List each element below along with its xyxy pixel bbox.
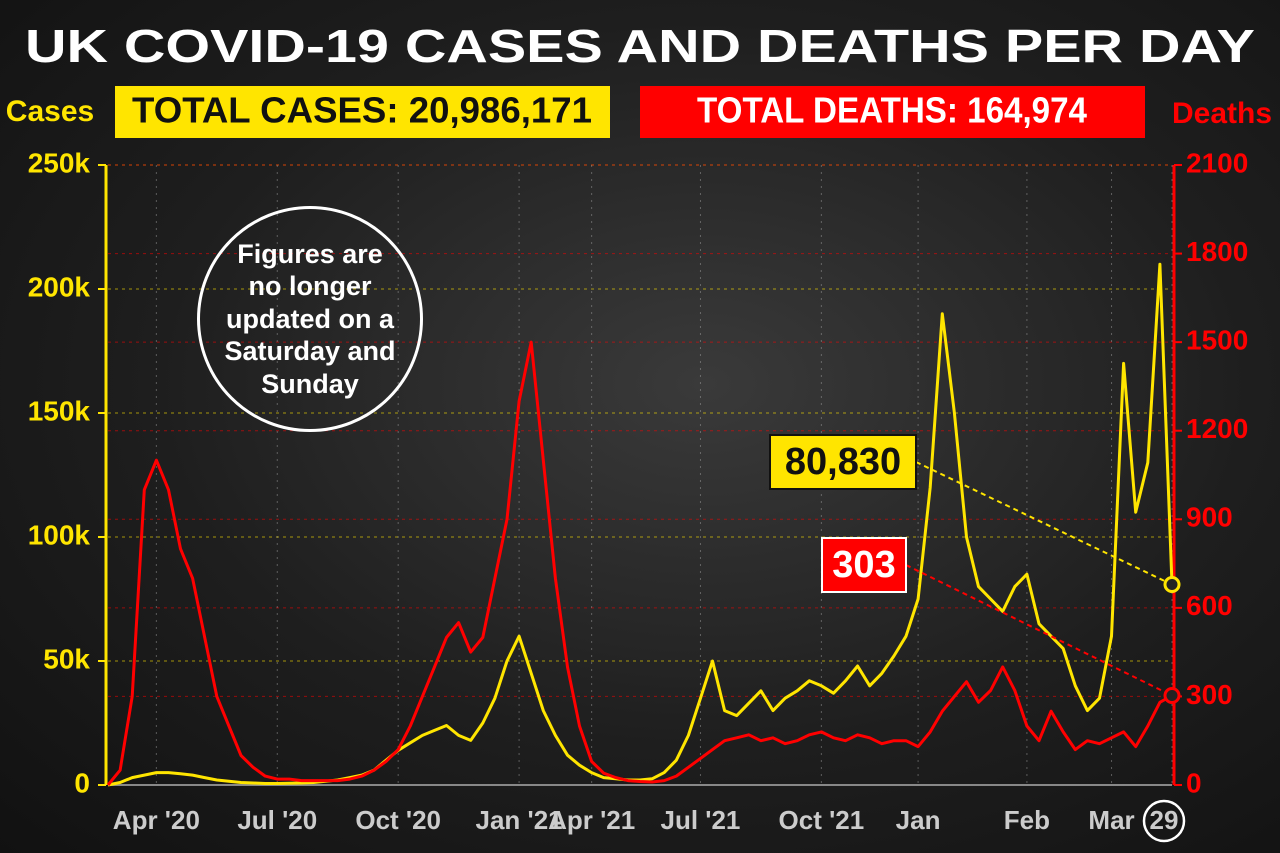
callout-line	[915, 461, 1173, 586]
y-tick-label: 200k	[28, 271, 91, 302]
y2-tick-label: 2100	[1186, 147, 1248, 178]
y-axis-title: Cases	[6, 95, 94, 128]
y-tick-label: 50k	[43, 643, 90, 674]
total-deaths-box	[640, 86, 1145, 138]
chart-title: UK COVID-19 CASES AND DEATHS PER DAY	[25, 20, 1255, 72]
y2-tick-label: 1200	[1186, 413, 1248, 444]
total-cases: TOTAL CASES: 20,986,171	[132, 90, 592, 131]
callout-box	[769, 434, 917, 490]
x-tick-label: Jan '21	[476, 805, 563, 835]
x-tick-label: Feb	[1004, 805, 1050, 835]
x-tick-label: Oct '20	[355, 805, 441, 835]
total-deaths: TOTAL DEATHS: 164,974	[697, 90, 1087, 131]
x-tick-label: Jul '20	[237, 805, 317, 835]
x-tick-label: Mar	[1088, 805, 1134, 835]
series-line	[106, 340, 1173, 786]
y-tick-label: 250k	[28, 147, 91, 178]
y-tick-label: 0	[74, 767, 90, 798]
y2-tick-label: 300	[1186, 679, 1233, 710]
callout-line	[905, 564, 1173, 697]
x-tick-label: 29	[1150, 805, 1179, 835]
callout-box	[821, 537, 907, 593]
y-tick-label: 150k	[28, 395, 91, 426]
y2-tick-label: 900	[1186, 502, 1233, 533]
y2-tick-label: 1800	[1186, 236, 1248, 267]
y2-axis-title: Deaths	[1172, 97, 1272, 130]
x-tick-label: Oct '21	[779, 805, 865, 835]
x-tick-label: Jul '21	[661, 805, 741, 835]
x-tick-label: Apr '20	[113, 805, 200, 835]
callout-label: 303	[832, 544, 895, 586]
x-tick-label: Apr '21	[548, 805, 635, 835]
total-cases-box	[115, 86, 610, 138]
y2-tick-label: 0	[1186, 767, 1202, 798]
end-marker	[1163, 687, 1181, 705]
y-tick-label: 100k	[28, 519, 91, 550]
annotation-note: Figures are no longer updated on a Satur…	[197, 206, 423, 432]
end-marker	[1163, 576, 1181, 594]
y2-tick-label: 600	[1186, 590, 1233, 621]
x-tick-label: Jan	[896, 805, 941, 835]
callout-label: 80,830	[785, 441, 901, 483]
y2-tick-label: 1500	[1186, 325, 1248, 356]
date-highlight	[1142, 799, 1186, 843]
